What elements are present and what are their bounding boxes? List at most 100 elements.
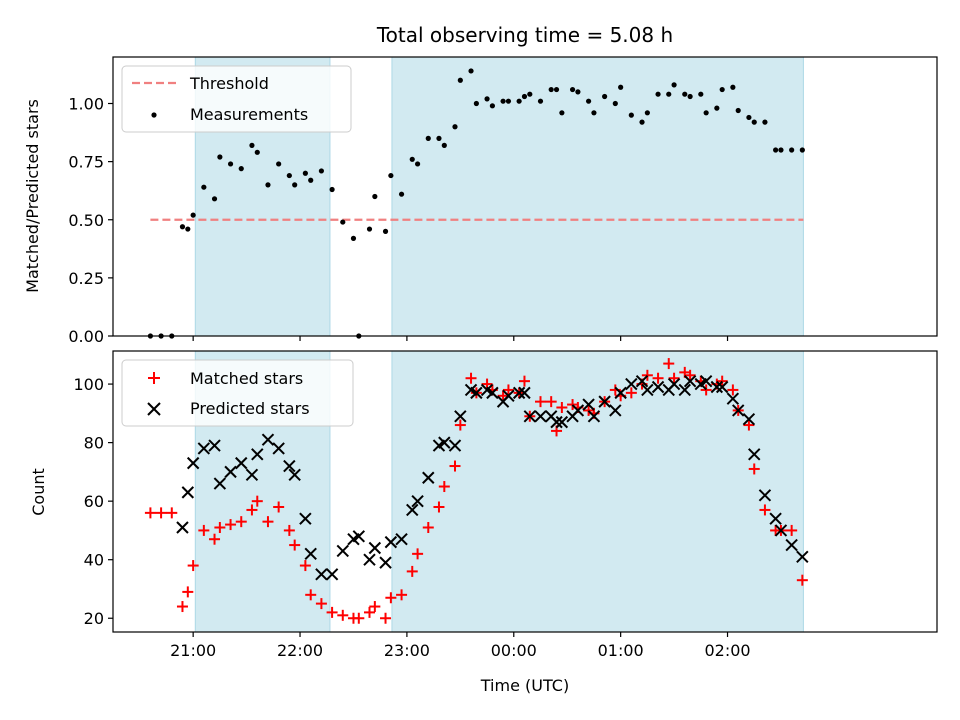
- legend-measurements-label: Measurements: [190, 105, 308, 124]
- x-tick-label: 22:00: [277, 641, 323, 660]
- measurement-point: [730, 84, 736, 90]
- predicted-point: [518, 386, 531, 400]
- predicted-point: [352, 530, 366, 543]
- matched-point: [786, 524, 798, 536]
- matched-point: [209, 533, 221, 545]
- x-tick-label: 23:00: [384, 641, 430, 660]
- predicted-point: [625, 377, 638, 391]
- matched-point: [262, 516, 274, 528]
- measurement-point: [457, 77, 463, 83]
- predicted-point: [325, 568, 339, 581]
- y-tick-label: 40: [84, 551, 104, 570]
- measurement-point: [703, 110, 709, 116]
- predicted-point: [486, 386, 499, 400]
- predicted-point: [587, 410, 601, 423]
- matched-point: [182, 586, 194, 598]
- measurement-point: [602, 93, 608, 100]
- predicted-point: [635, 374, 649, 388]
- matched-point: [225, 519, 237, 531]
- matched-point: [422, 522, 434, 534]
- measurement-point: [340, 219, 346, 225]
- matched-point: [315, 598, 327, 610]
- predicted-point: [667, 377, 681, 391]
- predicted-point: [448, 439, 462, 452]
- matched-point: [198, 524, 210, 536]
- measurement-point: [318, 168, 325, 174]
- measurement-point: [746, 114, 752, 121]
- matched-point: [668, 372, 680, 384]
- bottom-x-ticks: 21:00 22:00 23:00 00:00 01:00 02:00: [170, 632, 751, 660]
- matched-point: [684, 369, 696, 381]
- predicted-point: [609, 404, 622, 417]
- measurement-point: [762, 119, 768, 125]
- predicted-point: [523, 410, 537, 423]
- predicted-point: [363, 553, 376, 566]
- predicted-point: [336, 544, 349, 558]
- matched-point: [326, 606, 338, 618]
- measurement-point: [436, 135, 442, 141]
- measurement-point: [372, 193, 378, 200]
- predicted-point: [368, 541, 382, 555]
- measurement-point: [778, 147, 784, 153]
- measurement-point: [618, 84, 624, 90]
- matched-point: [727, 384, 739, 396]
- predicted-point: [251, 448, 264, 461]
- matched-point: [214, 522, 226, 534]
- measurement-point: [286, 172, 292, 179]
- predicted-point: [683, 374, 697, 388]
- predicted-point: [176, 521, 189, 534]
- measurement-point: [329, 186, 335, 193]
- x-tick-label: 21:00: [170, 641, 216, 660]
- matched-point: [412, 548, 424, 560]
- matched-point: [716, 375, 728, 387]
- matched-point: [353, 612, 365, 624]
- predicted-point: [774, 524, 788, 537]
- matched-point: [235, 516, 247, 528]
- predicted-point: [699, 374, 713, 388]
- bottom-legend: Matched stars Predicted stars: [121, 359, 354, 427]
- chart-title: Total observing time = 5.08 h: [376, 23, 673, 47]
- measurement-point: [799, 147, 805, 153]
- predicted-point: [555, 415, 569, 429]
- predicted-point: [598, 395, 611, 408]
- predicted-point: [796, 550, 809, 563]
- matched-point: [385, 592, 397, 604]
- matched-point: [289, 539, 301, 551]
- measurement-point: [190, 212, 196, 218]
- measurement-point: [559, 110, 565, 116]
- y-tick-label: 20: [84, 609, 104, 628]
- predicted-point: [512, 386, 526, 400]
- measurement-point: [569, 86, 576, 93]
- measurement-point: [789, 147, 795, 153]
- matched-point: [700, 384, 712, 396]
- predicted-point: [213, 477, 227, 490]
- bottom-legend-box: [121, 359, 354, 427]
- measurement-point: [527, 91, 533, 97]
- measurement-point: [398, 191, 405, 197]
- predicted-point: [726, 392, 740, 405]
- measurement-point: [441, 142, 447, 148]
- predicted-point: [186, 456, 200, 470]
- measurement-point: [179, 224, 186, 230]
- matched-point: [759, 504, 771, 516]
- matched-point: [187, 560, 199, 572]
- top-panel: 0.00 0.25 0.50 0.75 1.00 Matched/Predicted s…: [23, 56, 938, 346]
- x-axis-label: Time (UTC): [480, 676, 569, 695]
- legend-predicted-label: Predicted stars: [190, 399, 310, 418]
- predicted-point: [224, 465, 237, 479]
- measurement-point: [217, 154, 223, 160]
- matched-point: [176, 601, 188, 613]
- measurement-point: [575, 89, 581, 95]
- matched-point: [502, 384, 514, 396]
- measurement-point: [548, 86, 554, 93]
- top-axes-frame: [112, 56, 938, 337]
- predicted-point: [288, 468, 301, 482]
- measurement-point: [714, 105, 720, 111]
- measurement-point: [238, 166, 244, 172]
- measurement-point: [500, 98, 506, 104]
- y-tick-label: 80: [84, 434, 104, 453]
- predicted-point: [641, 383, 654, 397]
- matched-point: [246, 504, 258, 516]
- y-tick-label: 0.25: [68, 269, 104, 288]
- top-legend: Threshold Measurements: [121, 65, 352, 133]
